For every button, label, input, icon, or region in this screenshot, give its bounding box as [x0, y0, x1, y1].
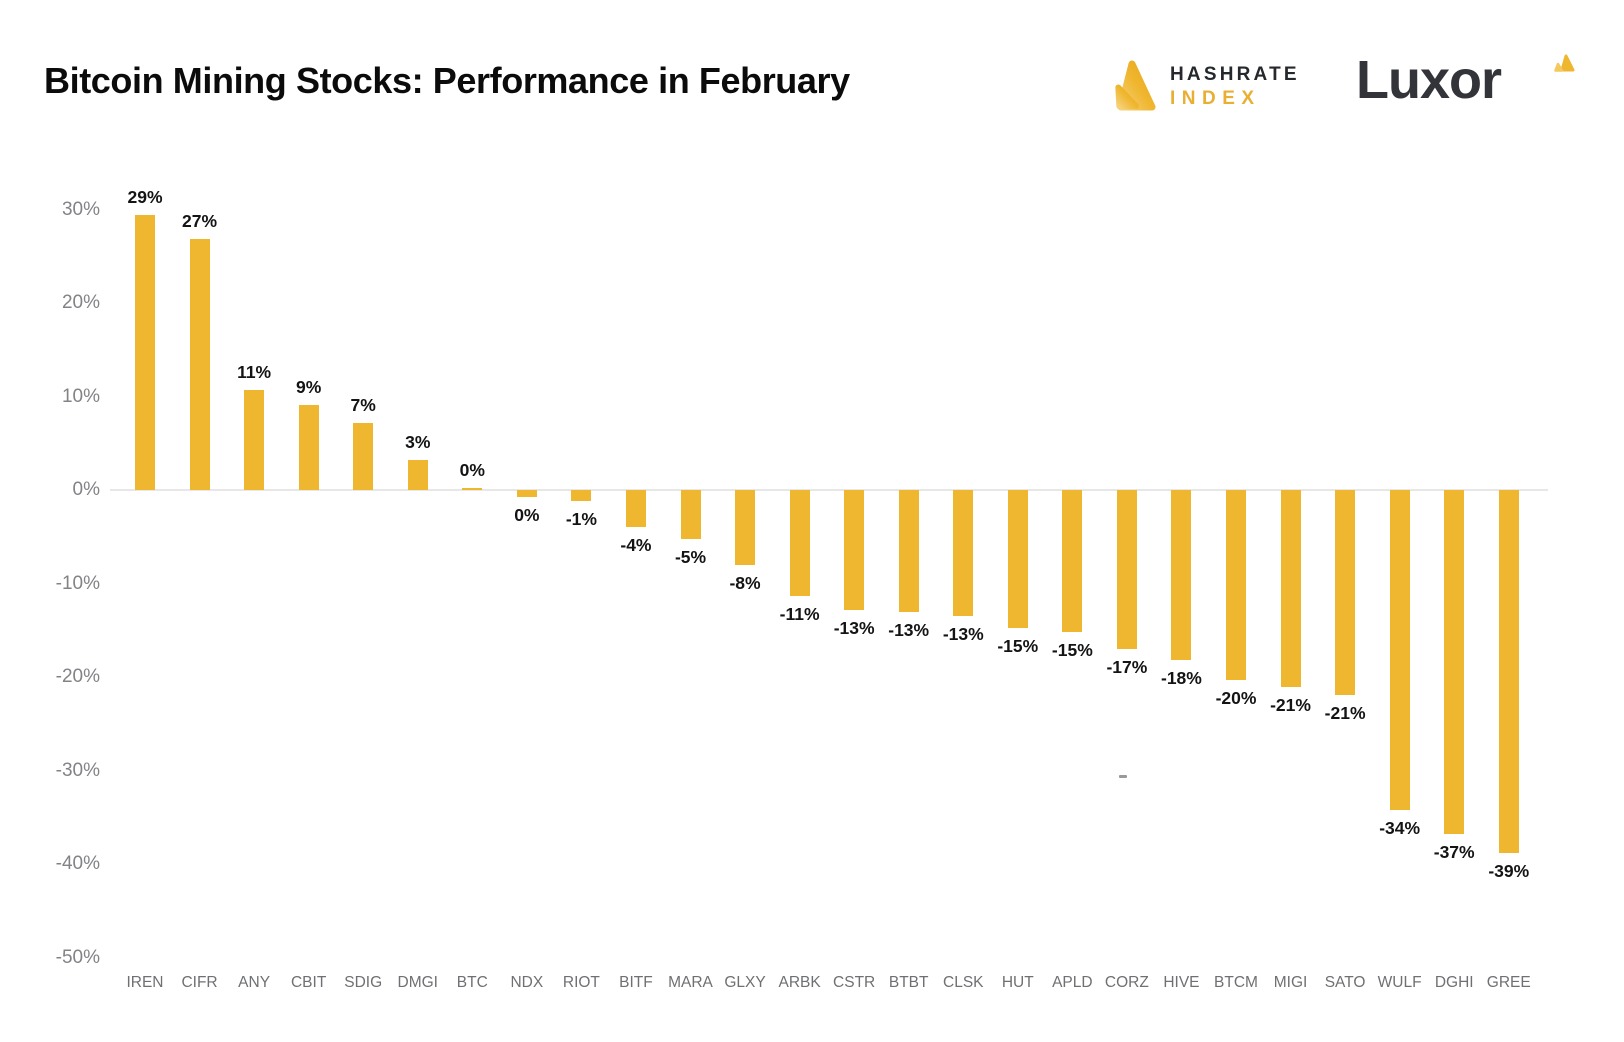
bar-value-label: -4% [620, 535, 652, 556]
y-axis-tick-label: 30% [61, 198, 100, 220]
x-axis-tick-label: BITF [619, 974, 653, 991]
bar-value-label: -13% [942, 624, 984, 645]
x-axis-tick-label: HUT [1001, 974, 1034, 991]
x-axis-tick-label: BTCM [1214, 974, 1258, 991]
bar-value-label: -13% [888, 620, 930, 641]
x-axis-tick-label: HIVE [1163, 974, 1200, 991]
bar [1280, 490, 1301, 688]
x-axis-tick-label: GLXY [724, 974, 766, 991]
x-axis-tick-label: MIGI [1273, 974, 1308, 991]
bar-value-label: -37% [1433, 842, 1475, 863]
hashrate-logo-text: HASHRATE [1170, 64, 1300, 85]
bar [135, 215, 155, 490]
bar-value-label: -15% [1051, 640, 1093, 661]
bar [1335, 490, 1356, 695]
bar [1226, 490, 1246, 680]
x-axis-tick-label: WULF [1377, 974, 1422, 991]
luxor-triangle-icon [1554, 54, 1575, 72]
x-axis-tick-label: IREN [126, 974, 164, 991]
y-axis-tick-label: -10% [55, 572, 100, 594]
bar [844, 490, 865, 610]
bar [407, 460, 428, 490]
x-axis-tick-label: ANY [238, 974, 271, 991]
bar [735, 490, 756, 565]
luxor-logo: Luxor [1356, 50, 1575, 110]
x-axis-tick-label: BTC [456, 974, 488, 991]
y-axis-tick-label: 0% [72, 479, 100, 500]
bar-value-label: -11% [779, 603, 820, 624]
bar [1116, 490, 1137, 649]
bar-value-label: -21% [1270, 695, 1311, 716]
bar-value-label: -8% [729, 572, 761, 593]
x-axis-tick-label: CBIT [290, 974, 327, 991]
y-axis-tick-label: 10% [61, 385, 100, 407]
bar-value-label: 9% [295, 376, 322, 397]
bar-value-label: 11% [237, 361, 272, 382]
bar [1389, 490, 1410, 810]
bar [680, 490, 701, 539]
bar-value-label: -5% [674, 546, 707, 567]
bar-value-label: -34% [1379, 817, 1421, 838]
index-logo-text: INDEX [1170, 88, 1261, 109]
bar-value-label: 0% [514, 505, 540, 526]
x-axis-tick-label: MARA [668, 974, 713, 991]
x-axis-tick-label: APLD [1052, 974, 1093, 991]
x-axis-tick-label: CORZ [1104, 974, 1149, 991]
bar [625, 490, 646, 528]
bar [516, 490, 537, 498]
hashrate-index-icon [1115, 60, 1156, 111]
x-axis-tick-label: SATO [1324, 974, 1366, 991]
x-axis-tick-label: ARBK [778, 974, 821, 991]
bar [298, 404, 319, 490]
bar [1444, 490, 1465, 835]
luxor-logo-text: Luxor [1356, 50, 1502, 110]
y-axis-tick-label: -20% [55, 666, 100, 687]
hashrate-index-logo: HASHRATE INDEX [1108, 60, 1300, 114]
bar-value-label: -39% [1488, 860, 1530, 881]
stray-mark [1119, 775, 1127, 778]
x-axis-tick-label: DGHI [1434, 974, 1474, 991]
x-axis-tick-label: CIFR [181, 974, 218, 991]
y-axis-tick-label: -50% [55, 946, 100, 968]
page-title: Bitcoin Mining Stocks: Performance in Fe… [44, 60, 850, 101]
bar-value-label: 0% [459, 460, 485, 480]
x-axis-tick-label: RIOT [562, 974, 600, 991]
bar [953, 490, 974, 617]
bar [189, 239, 210, 490]
y-axis-tick-label: -30% [55, 759, 100, 781]
x-axis-tick-label: DMGI [397, 974, 438, 991]
bar-value-label: 27% [182, 211, 218, 232]
bar-value-label: -15% [997, 636, 1039, 657]
zero-baseline [110, 489, 1548, 491]
bar-value-label: -20% [1215, 687, 1257, 708]
bar-value-label: -18% [1161, 668, 1202, 689]
bar-value-label: -21% [1324, 702, 1366, 723]
bar-value-label: 7% [350, 394, 376, 415]
bar [462, 488, 483, 490]
bar [571, 490, 592, 502]
bar [1498, 490, 1519, 853]
bar [1007, 490, 1028, 629]
x-axis-tick-label: NDX [510, 974, 544, 991]
x-axis-tick-label: SDIG [344, 974, 383, 991]
bar-value-label: 29% [127, 187, 163, 208]
y-axis-tick-label: -40% [55, 853, 100, 874]
bar-value-label: 3% [405, 432, 431, 453]
bar [1171, 490, 1192, 661]
bar [789, 490, 810, 596]
x-axis-tick-label: GREE [1486, 974, 1531, 991]
bar [244, 389, 265, 490]
bar-value-label: -1% [565, 509, 597, 530]
bar-value-label: -17% [1106, 656, 1148, 677]
bar-value-label: -13% [833, 617, 875, 638]
bar [898, 490, 919, 613]
bar [1062, 490, 1083, 633]
x-axis-tick-label: CLSK [943, 974, 984, 991]
y-axis-tick-label: 20% [61, 292, 100, 313]
x-axis-tick-label: BTBT [888, 974, 929, 991]
x-axis-tick-label: CSTR [833, 974, 876, 991]
bar [353, 422, 374, 490]
